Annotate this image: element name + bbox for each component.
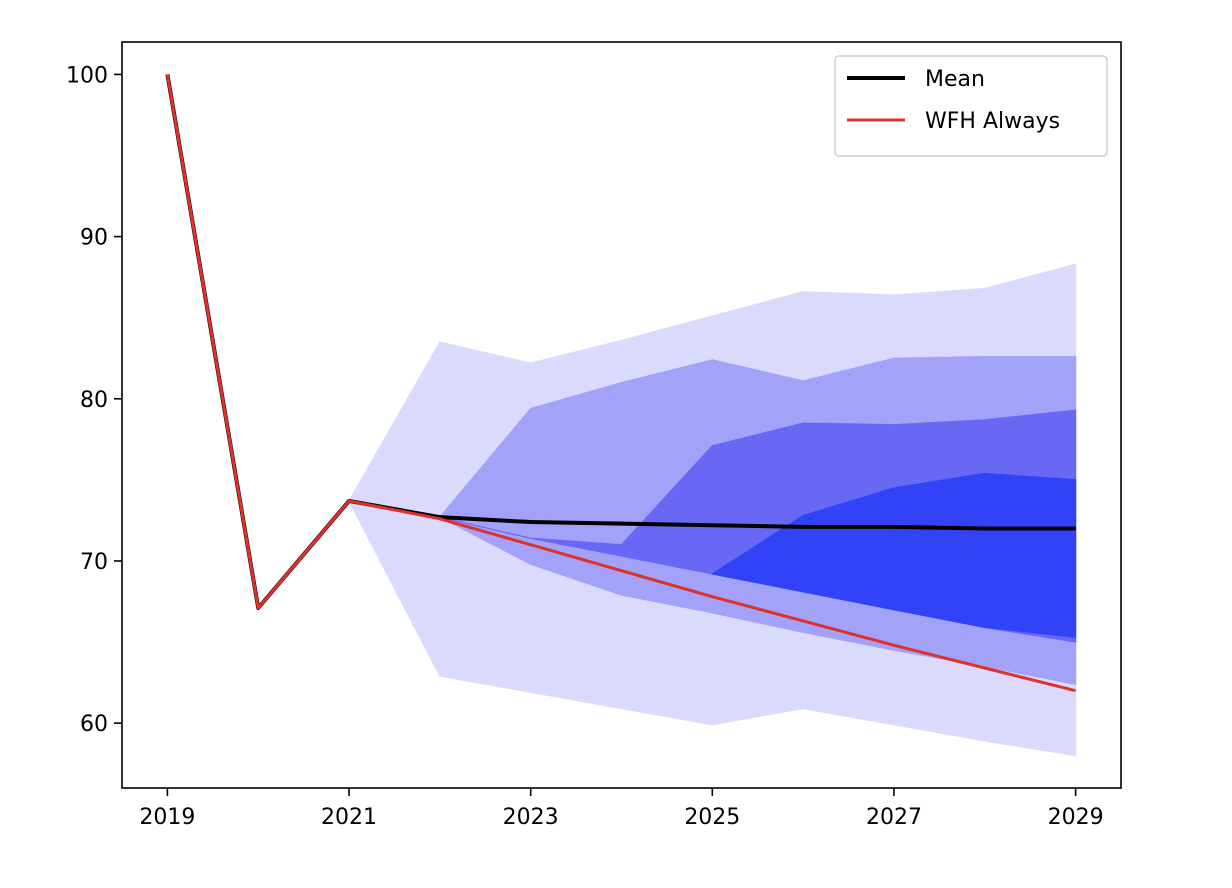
y-tick-label: 70 [80,550,108,575]
series-lines [165,74,1076,693]
x-axis: 2019 2021 2023 2025 2027 2029 [139,788,1104,830]
x-tick-label: 2025 [684,805,740,830]
x-tick-label: 2027 [866,805,922,830]
x-tick-label: 2021 [321,805,377,830]
x-tick-label: 2029 [1048,805,1104,830]
y-tick-label: 60 [80,712,108,737]
plot-frame [121,41,1122,789]
series-line-wfh-always [165,74,1076,693]
y-tick-label: 90 [80,226,108,251]
legend-box [834,55,1108,157]
legend: Mean WFH Always [834,55,1108,157]
y-tick-label: 80 [80,388,108,413]
y-tick-label: 100 [66,63,108,88]
legend-label: WFH Always [925,109,1060,134]
y-axis: 60 70 80 90 100 [66,63,122,737]
x-tick-label: 2023 [503,805,559,830]
x-tick-label: 2019 [139,805,195,830]
confidence-bands [348,263,1077,757]
band-4 [710,472,1077,638]
legend-label: Mean [925,67,985,92]
